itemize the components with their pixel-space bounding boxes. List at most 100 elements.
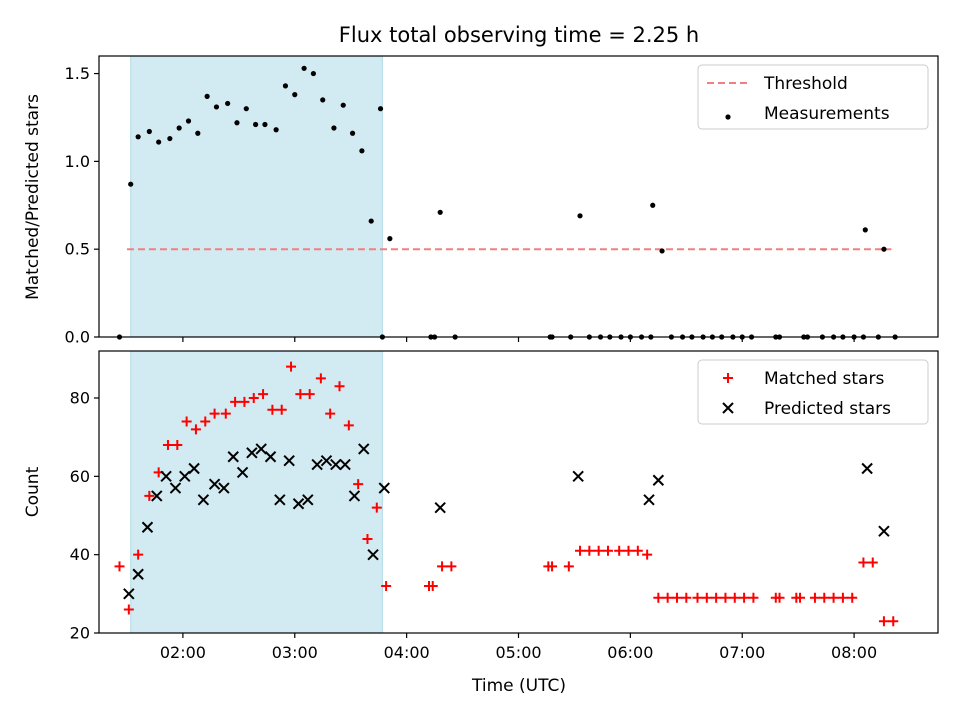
data-point bbox=[331, 125, 337, 131]
data-point bbox=[179, 470, 191, 483]
data-point bbox=[584, 545, 595, 556]
data-point bbox=[133, 549, 144, 560]
data-point bbox=[837, 592, 848, 603]
legend-marker bbox=[723, 373, 733, 383]
data-point bbox=[828, 592, 839, 603]
data-point bbox=[301, 65, 307, 71]
data-point bbox=[282, 83, 289, 89]
flux-panel: 0.0 0.5 1.0 1.5 Matched/Predicted stars Thres… bbox=[23, 55, 939, 347]
data-point bbox=[349, 130, 356, 136]
data-point bbox=[330, 458, 342, 471]
data-point bbox=[348, 490, 361, 502]
data-point bbox=[334, 381, 345, 392]
data-point bbox=[234, 120, 240, 126]
data-point bbox=[146, 128, 152, 135]
data-point bbox=[283, 454, 295, 467]
data-point bbox=[220, 408, 231, 419]
series-measurements bbox=[116, 65, 898, 340]
data-point bbox=[248, 393, 259, 403]
x-axis-label: Time (UTC) bbox=[471, 676, 566, 696]
data-point bbox=[575, 545, 586, 556]
data-point bbox=[195, 130, 201, 136]
data-point bbox=[181, 416, 192, 427]
data-point bbox=[659, 248, 665, 254]
data-point bbox=[662, 592, 673, 603]
data-point bbox=[258, 389, 269, 400]
data-point bbox=[692, 592, 703, 603]
data-point bbox=[642, 549, 653, 560]
data-point bbox=[169, 482, 182, 494]
legend-marker bbox=[722, 402, 734, 414]
data-point bbox=[653, 592, 664, 603]
legend: Threshold Measurements bbox=[697, 64, 929, 130]
data-point bbox=[711, 592, 722, 603]
data-point bbox=[643, 494, 655, 506]
data-point bbox=[343, 420, 354, 431]
data-point bbox=[371, 502, 382, 513]
series-matched-stars bbox=[114, 361, 899, 627]
data-point bbox=[623, 545, 634, 556]
data-point bbox=[739, 592, 750, 603]
data-point bbox=[123, 588, 135, 600]
data-point bbox=[262, 121, 268, 128]
data-point bbox=[162, 440, 173, 450]
observing-span bbox=[130, 55, 383, 338]
data-point bbox=[188, 462, 200, 475]
data-point bbox=[304, 389, 315, 400]
data-point bbox=[547, 561, 558, 572]
data-point bbox=[264, 451, 277, 463]
data-point bbox=[888, 616, 899, 627]
data-point bbox=[701, 592, 712, 603]
data-point bbox=[213, 104, 220, 110]
data-point bbox=[156, 139, 162, 145]
data-point bbox=[681, 592, 692, 603]
data-point bbox=[878, 616, 889, 627]
legend-box bbox=[697, 359, 929, 425]
data-point bbox=[652, 474, 665, 486]
data-point bbox=[225, 100, 231, 107]
data-point bbox=[427, 581, 438, 591]
data-point bbox=[236, 466, 249, 479]
data-point bbox=[867, 557, 878, 568]
legend-box bbox=[697, 64, 929, 130]
data-point bbox=[593, 545, 604, 556]
data-point bbox=[819, 592, 830, 603]
legend-label: Threshold bbox=[763, 74, 848, 94]
data-point bbox=[378, 482, 390, 494]
legend-label: Predicted stars bbox=[764, 399, 891, 419]
data-point bbox=[577, 213, 583, 219]
data-point bbox=[362, 534, 373, 544]
x-tick-label: 02:00 bbox=[160, 643, 206, 662]
y-axis-label: Matched/Predicted stars bbox=[23, 94, 43, 300]
data-point bbox=[650, 202, 656, 208]
data-point bbox=[227, 451, 239, 463]
data-point bbox=[729, 592, 740, 603]
legend-marker bbox=[725, 114, 731, 120]
data-point bbox=[243, 106, 249, 112]
data-point bbox=[200, 416, 211, 427]
data-point bbox=[141, 521, 154, 533]
data-point bbox=[292, 498, 305, 510]
x-tick-label: 08:00 bbox=[831, 643, 877, 662]
legend: Matched stars Predicted stars bbox=[697, 359, 929, 425]
y-tick-label: 40 bbox=[70, 545, 90, 564]
data-point bbox=[144, 490, 155, 501]
data-point bbox=[292, 92, 298, 98]
data-point bbox=[311, 458, 323, 471]
data-point bbox=[358, 443, 370, 455]
observing-span bbox=[130, 350, 383, 634]
data-point bbox=[340, 102, 346, 108]
data-point bbox=[172, 440, 183, 450]
data-point bbox=[437, 561, 448, 572]
chart-title: Flux total observing time = 2.25 h bbox=[339, 23, 699, 47]
data-point bbox=[614, 545, 625, 556]
data-point bbox=[123, 604, 134, 615]
data-point bbox=[197, 494, 210, 506]
data-point bbox=[862, 227, 868, 233]
data-point bbox=[246, 447, 258, 459]
data-point bbox=[325, 408, 336, 419]
data-point bbox=[359, 148, 365, 154]
data-point bbox=[230, 396, 241, 407]
legend-label: Matched stars bbox=[764, 369, 884, 389]
